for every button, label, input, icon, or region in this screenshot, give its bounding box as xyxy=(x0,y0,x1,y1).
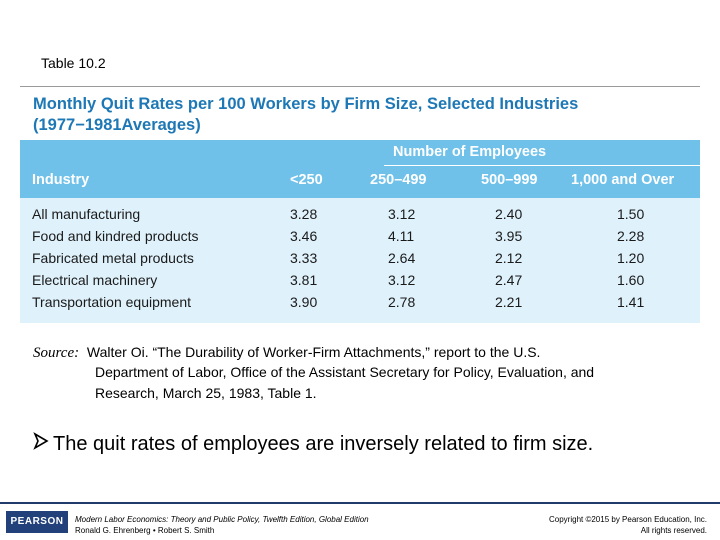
table-title: Monthly Quit Rates per 100 Workers by Fi… xyxy=(33,94,693,136)
book-authors: Ronald G. Ehrenberg • Robert S. Smith xyxy=(75,526,215,535)
value-cell: 3.28 xyxy=(290,206,318,222)
source-text-1: Walter Oi. “The Durability of Worker-Fir… xyxy=(86,344,541,360)
top-divider xyxy=(20,86,700,87)
source-line-3: Research, March 25, 1983, Table 1. xyxy=(95,385,317,401)
industry-cell: Electrical machinery xyxy=(32,272,158,288)
industry-cell: Fabricated metal products xyxy=(32,250,194,266)
book-title: Modern Labor Economics: Theory and Publi… xyxy=(75,515,369,524)
value-cell: 1.60 xyxy=(617,272,645,288)
table-row: Transportation equipment 3.90 2.78 2.21 … xyxy=(20,289,700,311)
industry-cell: All manufacturing xyxy=(32,206,141,222)
value-cell: 2.47 xyxy=(495,272,523,288)
table-title-line2: (1977−1981Averages) xyxy=(33,116,201,134)
value-cell: 1.50 xyxy=(617,206,645,222)
column-header-under-250: <250 xyxy=(290,172,323,188)
header-divider xyxy=(384,165,700,166)
table-row: All manufacturing 3.28 3.12 2.40 1.50 xyxy=(20,201,700,223)
table-row: Fabricated metal products 3.33 2.64 2.12… xyxy=(20,245,700,267)
value-cell: 3.95 xyxy=(495,228,523,244)
table-row: Food and kindred products 3.46 4.11 3.95… xyxy=(20,223,700,245)
value-cell: 1.41 xyxy=(617,294,645,310)
bullet-text: The quit rates of employees are inversel… xyxy=(53,433,594,455)
column-header-500-999: 500–999 xyxy=(481,172,538,188)
footer-copyright: Copyright ©2015 by Pearson Education, In… xyxy=(549,514,707,536)
value-cell: 4.11 xyxy=(388,228,415,244)
industry-cell: Food and kindred products xyxy=(32,228,199,244)
value-cell: 3.12 xyxy=(388,206,416,222)
value-cell: 3.81 xyxy=(290,272,318,288)
value-cell: 3.12 xyxy=(388,272,416,288)
value-cell: 1.20 xyxy=(617,250,645,266)
column-header-industry: Industry xyxy=(32,172,90,188)
industry-cell: Transportation equipment xyxy=(32,294,192,310)
table-body: All manufacturing 3.28 3.12 2.40 1.50 Fo… xyxy=(20,198,700,323)
source-line-1: Source: Walter Oi. “The Durability of Wo… xyxy=(33,342,540,364)
arrow-bullet-icon xyxy=(33,432,49,457)
table-header: Number of Employees Industry <250 250–49… xyxy=(20,140,700,198)
value-cell: 2.12 xyxy=(495,250,523,266)
value-cell: 2.21 xyxy=(495,294,523,310)
pearson-logo: PEARSON xyxy=(6,511,68,533)
footer-citation: Modern Labor Economics: Theory and Publi… xyxy=(75,514,369,536)
value-cell: 3.46 xyxy=(290,228,318,244)
copyright-text: Copyright ©2015 by Pearson Education, In… xyxy=(549,515,707,524)
employees-group-header: Number of Employees xyxy=(393,144,547,160)
column-header-250-499: 250–499 xyxy=(370,172,427,188)
value-cell: 2.64 xyxy=(388,250,416,266)
rights-text: All rights reserved. xyxy=(640,526,707,535)
table-row: Electrical machinery 3.81 3.12 2.47 1.60 xyxy=(20,267,700,289)
value-cell: 3.90 xyxy=(290,294,318,310)
column-header-1000-over: 1,000 and Over xyxy=(571,172,675,188)
table-label: Table 10.2 xyxy=(41,55,106,71)
table-title-line1: Monthly Quit Rates per 100 Workers by Fi… xyxy=(33,95,579,113)
value-cell: 3.33 xyxy=(290,250,318,266)
value-cell: 2.28 xyxy=(617,228,645,244)
footer-divider xyxy=(0,502,720,504)
value-cell: 2.40 xyxy=(495,206,523,222)
value-cell: 2.78 xyxy=(388,294,416,310)
source-label: Source: xyxy=(33,345,80,361)
source-line-2: Department of Labor, Office of the Assis… xyxy=(95,364,595,380)
